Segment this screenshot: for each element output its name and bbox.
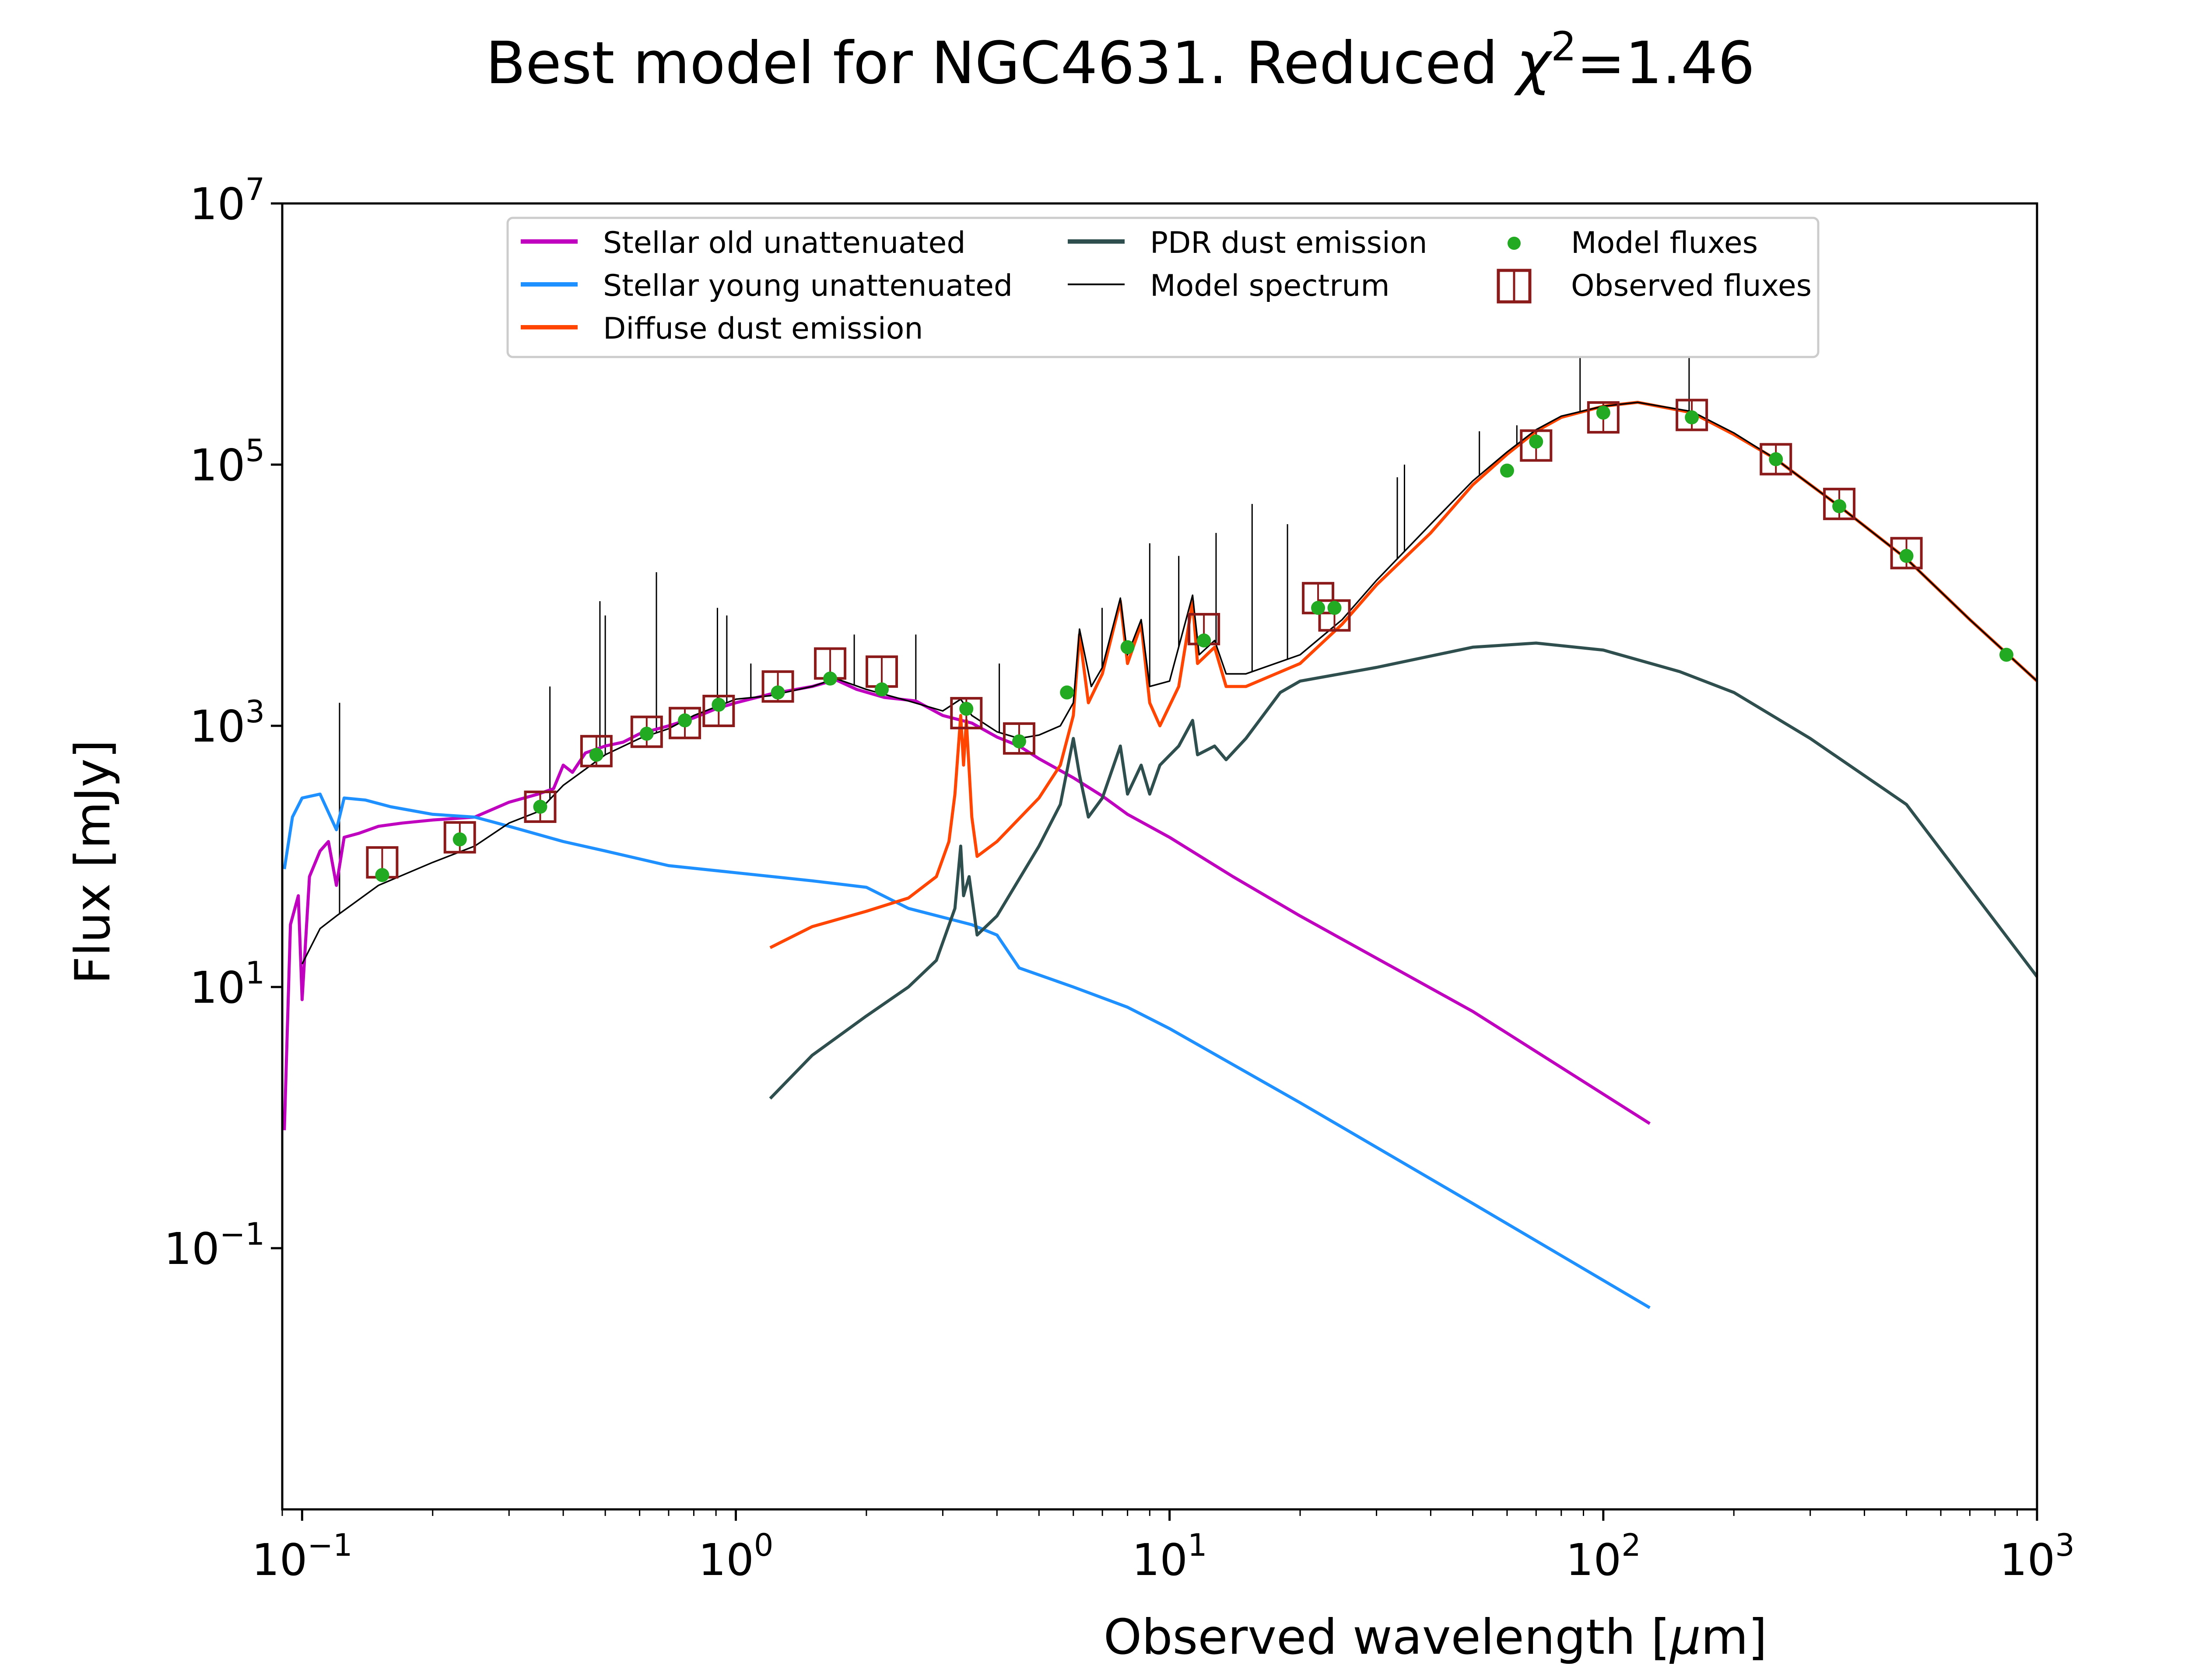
model-flux-point xyxy=(533,800,547,814)
y-tick-label: 103 xyxy=(189,694,265,752)
x-tick-label: 100 xyxy=(698,1527,774,1586)
y-tick-label: 105 xyxy=(189,433,265,491)
x-label-mu: μ xyxy=(1669,1609,1701,1666)
model-flux-point xyxy=(589,748,603,762)
model-flux-point xyxy=(1500,463,1514,478)
title-exp: 2 xyxy=(1551,23,1577,70)
model-flux-point xyxy=(1120,640,1135,654)
legend-label-stellar-old: Stellar old unattenuated xyxy=(603,226,966,260)
model-flux-point xyxy=(1529,434,1543,449)
x-tick-label: 101 xyxy=(1132,1527,1207,1586)
x-tick-label: 102 xyxy=(1566,1527,1641,1586)
model-flux-point xyxy=(1899,549,1914,563)
model-flux-point xyxy=(375,868,389,882)
model-flux-point xyxy=(959,702,974,716)
x-label-end: m] xyxy=(1701,1609,1767,1666)
model-flux-point xyxy=(823,672,838,686)
x-label-main: Observed wavelength [ xyxy=(1104,1609,1670,1666)
x-axis-label: Observed wavelength [μm] xyxy=(1104,1609,1767,1666)
y-tick-label: 107 xyxy=(189,172,265,230)
plot-area: 10−1 100 101 102 103 10−1 101 103 105 107 xyxy=(164,172,2075,1586)
model-flux-point xyxy=(1311,601,1325,615)
model-flux-point xyxy=(771,685,785,700)
x-tick-label: 10−1 xyxy=(252,1527,352,1586)
chart-title: Best model for NGC4631. Reduced χ2=1.46 xyxy=(486,23,1755,97)
title-main: Best model for NGC4631. Reduced xyxy=(486,30,1516,97)
legend-label-model-fluxes: Model fluxes xyxy=(1571,226,1758,260)
model-flux-point xyxy=(678,713,692,728)
legend: Stellar old unattenuated Stellar young u… xyxy=(506,217,1820,358)
y-axis-label: Flux [mJy] xyxy=(65,739,121,984)
model-flux-point xyxy=(1685,410,1699,425)
legend-label-diffuse-dust: Diffuse dust emission xyxy=(603,312,923,346)
model-flux-point xyxy=(1596,406,1610,420)
model-flux-point xyxy=(639,727,654,741)
y-tick-label: 10−1 xyxy=(164,1216,265,1274)
model-flux-point xyxy=(1327,601,1342,615)
legend-label-stellar-young: Stellar young unattenuated xyxy=(603,269,1013,303)
model-flux-point xyxy=(1832,499,1847,514)
model-flux-point xyxy=(875,682,889,696)
title-chi: χ xyxy=(1514,30,1553,97)
model-flux-point xyxy=(452,832,467,847)
y-tick-label: 101 xyxy=(189,955,265,1013)
model-flux-point xyxy=(1999,648,2014,662)
model-flux-point xyxy=(1012,734,1026,749)
legend-label-pdr-dust: PDR dust emission xyxy=(1150,226,1427,260)
title-value: =1.46 xyxy=(1577,30,1755,97)
x-tick-label: 103 xyxy=(1999,1527,2075,1586)
series-line-stellar-young xyxy=(283,792,1651,1309)
model-flux-point xyxy=(1769,452,1783,466)
legend-frame xyxy=(506,217,1820,358)
model-flux-point xyxy=(712,697,726,712)
legend-marker-model-fluxes xyxy=(1508,237,1521,250)
model-flux-point xyxy=(1197,634,1211,648)
legend-label-observed-fluxes: Observed fluxes xyxy=(1571,269,1812,303)
series-line-pdr-dust xyxy=(769,641,2038,1100)
legend-label-model-spectrum: Model spectrum xyxy=(1150,269,1390,303)
series-line-model-spectrum xyxy=(301,401,2038,965)
model-flux-point xyxy=(1060,685,1074,700)
series-line-stellar-old xyxy=(283,678,1651,1130)
axes-frame xyxy=(281,202,2038,1511)
